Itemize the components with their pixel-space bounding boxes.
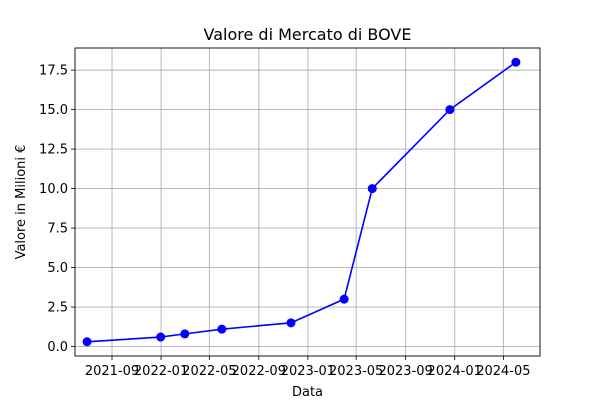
x-axis-label: Data	[292, 385, 323, 400]
data-point	[286, 318, 296, 328]
x-tick-label: 2023-01	[281, 364, 335, 379]
series-layer	[82, 57, 521, 347]
plot-frame	[74, 47, 541, 357]
y-axis-label: Valore in Milioni €	[14, 145, 29, 260]
y-tick-label: 0.0	[47, 340, 68, 355]
data-point	[339, 294, 349, 304]
y-tick-label: 5.0	[47, 261, 68, 276]
y-tick-label: 2.5	[47, 301, 68, 316]
data-point	[217, 324, 227, 334]
x-tick-label: 2024-01	[428, 364, 482, 379]
x-tick-label: 2021-09	[85, 364, 139, 379]
series-line	[87, 61, 517, 343]
chart-title: Valore di Mercato di BOVE	[204, 25, 412, 44]
axis-ticks: 2021-092022-012022-052022-092023-012023-…	[39, 64, 531, 379]
data-point	[156, 332, 166, 342]
x-tick-label: 2023-05	[329, 364, 383, 379]
y-tick-label: 10.0	[39, 182, 68, 197]
x-tick-label: 2022-09	[232, 364, 286, 379]
x-tick-label: 2022-01	[134, 364, 188, 379]
data-point	[445, 105, 455, 115]
data-point	[367, 184, 377, 194]
grid-lines	[75, 48, 540, 356]
x-tick-label: 2024-05	[476, 364, 530, 379]
y-tick-label: 17.5	[39, 64, 68, 79]
y-tick-label: 7.5	[47, 222, 68, 237]
data-point	[180, 329, 190, 339]
x-tick-label: 2023-09	[378, 364, 432, 379]
y-tick-label: 15.0	[39, 103, 68, 118]
data-point	[511, 57, 521, 67]
y-tick-label: 12.5	[39, 143, 68, 158]
data-point	[82, 337, 92, 347]
x-tick-label: 2022-05	[182, 364, 236, 379]
